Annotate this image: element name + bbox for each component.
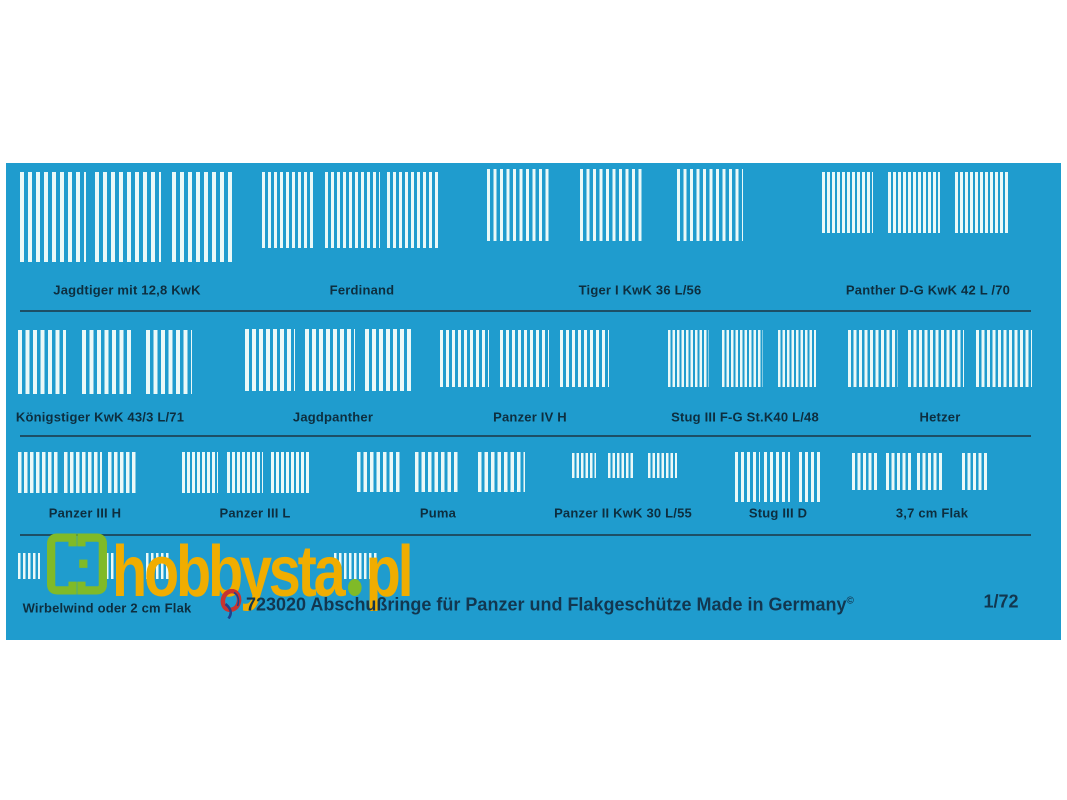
stripe-group [722,330,763,387]
stripe-group [822,172,873,233]
stripe-group [677,169,743,241]
hobbysta-dot-icon [348,579,362,596]
vehicle-label: Ferdinand [329,282,395,298]
hobbysta-logo-icon [47,533,107,595]
stripe-group [95,172,161,262]
product-title: Abschußringe für Panzer und Flakgeschütz… [310,594,847,615]
stripe-group [478,452,525,492]
stripe-group [572,453,596,478]
vehicle-label: Königstiger KwK 43/3 L/71 [15,409,185,425]
vehicle-label: Puma [419,505,457,521]
stripe-group [262,172,314,248]
stripe-group [172,172,233,262]
scale-label: 1/72 [983,591,1019,612]
stripe-group [146,553,170,579]
vehicle-label: Wirbelwind oder 2 cm Flak [22,600,192,616]
stripe-group [560,330,609,387]
stripe-group [848,330,898,387]
vehicle-label: Jagdtiger mit 12,8 KwK [53,282,201,298]
stripe-group [917,453,944,490]
divider-line [20,310,1031,312]
stripe-group [227,452,263,493]
stripe-group [908,330,964,387]
stripe-group [608,453,634,478]
divider-line [20,435,1031,437]
stripe-group [580,169,644,241]
stripe-group [146,330,192,394]
stripe-group [962,453,988,490]
vehicle-label: Tiger I KwK 36 L/56 [578,282,702,298]
vehicle-label: 3,7 cm Flak [895,505,969,521]
stripe-group [82,330,131,394]
stripe-group [415,452,460,492]
stripe-group [668,330,709,387]
stripe-group [735,452,760,502]
stripe-group [886,453,913,490]
vehicle-label: Panzer IV H [493,409,567,425]
hobbysta-tld: pl [365,531,414,612]
hobbysta-word: hobbysta [112,531,346,612]
stripe-group [20,172,86,262]
manufacturer-emblem-icon [220,589,242,619]
stripe-group [18,330,66,394]
vehicle-label: Stug III D [748,505,808,521]
footer-caption: 723020 Abschußringe für Panzer und Flakg… [246,595,854,616]
stripe-group [500,330,549,387]
stripe-group [778,330,816,387]
stripe-group [325,172,380,248]
vehicle-label: Stug III F-G St.K40 L/48 [671,409,819,425]
stripe-group [976,330,1032,387]
product-code: 723020 [246,594,307,615]
vehicle-label: Jagdpanther [292,409,374,425]
stripe-group [108,452,138,493]
hobbysta-watermark: hobbysta pl [44,522,485,612]
copyright-mark: © [846,595,854,607]
stripe-group [18,553,40,579]
stripe-group [357,452,400,492]
stripe-group [487,169,549,241]
stripe-group [182,452,218,493]
vehicle-label: Panzer III L [219,505,291,521]
divider-line [20,534,1031,536]
stripe-group [271,452,310,493]
stripe-group [305,329,355,391]
stripe-group [387,172,438,248]
vehicle-label: Panzer III H [48,505,122,521]
stripe-group [365,329,413,391]
stripe-group [888,172,940,233]
stripe-group [18,452,58,493]
stripe-group [764,452,790,502]
hobbysta-wordmark: hobbysta pl [112,531,414,612]
vehicle-label: Panzer II KwK 30 L/55 [554,505,692,521]
stripe-group [334,553,378,579]
stripe-group [440,330,489,387]
stripe-group [648,453,677,478]
stripe-group [799,452,821,502]
stripe-group [245,329,295,391]
stripe-group [852,453,878,490]
stripe-group [64,452,102,493]
stripe-group [955,172,1008,233]
vehicle-label: Panther D-G KwK 42 L /70 [845,282,1011,298]
vehicle-label: Hetzer [919,409,961,425]
